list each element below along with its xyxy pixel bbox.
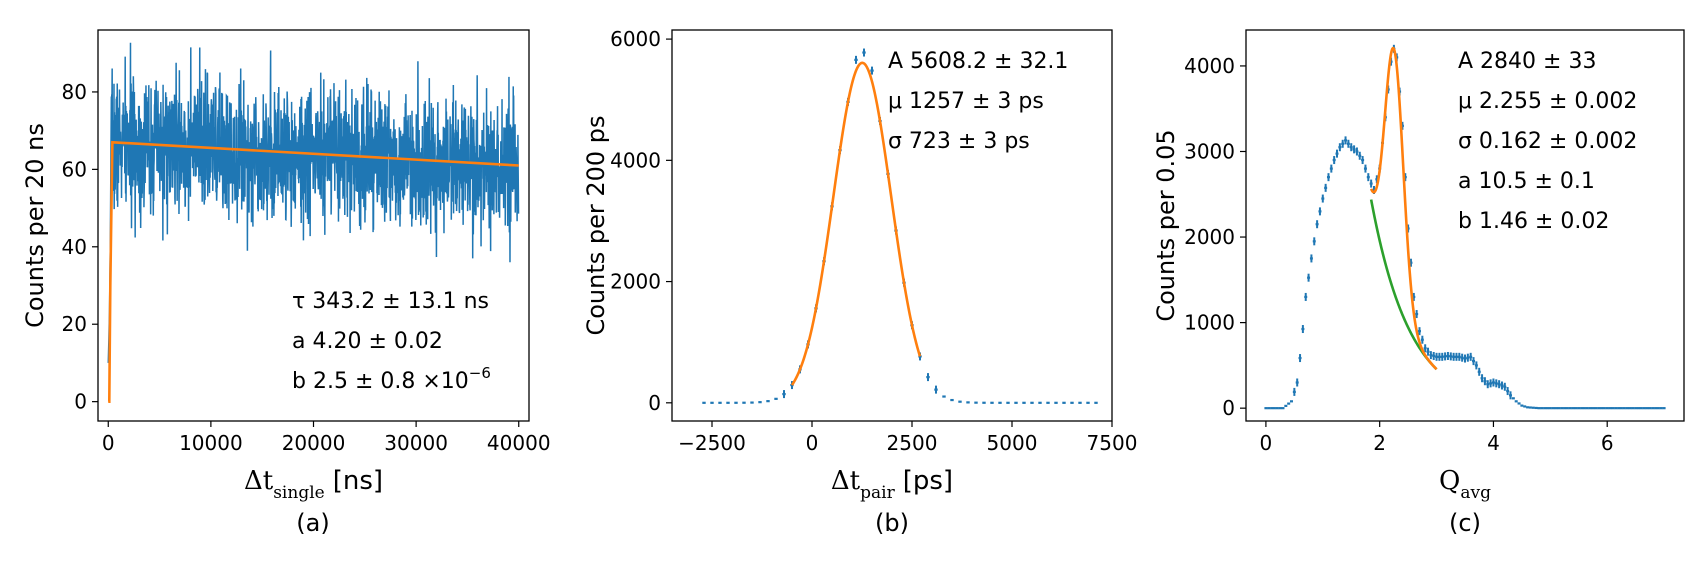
y-tick-label: 6000 xyxy=(610,27,661,51)
y-tick-label: 3000 xyxy=(1184,139,1235,163)
panel-c: 0 2 4 6 0 1000 2000 3000 4000 Counts per 0.05 Qavg… xyxy=(1152,29,1685,537)
y-axis-label: Counts per 20 ns xyxy=(21,123,49,328)
panel-b: −2500 0 2500 5000 7500 0 2000 4000 6000 Counts pe… xyxy=(582,27,1137,537)
x-axis-symbol: Δt xyxy=(244,466,274,496)
panel-caption: (c) xyxy=(1449,509,1481,537)
y-tick-label: 1000 xyxy=(1184,311,1235,335)
x-axis-unit: [ps] xyxy=(903,466,953,496)
x-axis-subscript: single xyxy=(273,483,325,503)
y-tick-label: 2000 xyxy=(610,270,661,294)
panel-caption: (a) xyxy=(296,509,329,537)
y-axis-label: Counts per 200 ps xyxy=(582,115,610,335)
fit-param-tau: τ 343.2 ± 13.1 ns xyxy=(292,289,489,314)
fit-param-a: a 4.20 ± 0.02 xyxy=(292,329,443,354)
background-fit-curve xyxy=(1369,199,1438,371)
x-axis-symbol: Q xyxy=(1439,466,1460,496)
plot-area xyxy=(702,48,1098,404)
x-axis-symbol: Δt xyxy=(831,466,861,496)
x-axis-subscript: avg xyxy=(1460,483,1491,503)
fit-param-b: b 2.5 ± 0.8 ×10−6 xyxy=(292,364,491,394)
fit-param-label: A 5608.2 ± 32.1 xyxy=(888,49,1068,74)
y-tick-label: 2000 xyxy=(1184,225,1235,249)
x-tick-label: 7500 xyxy=(1087,431,1138,455)
fit-param-b-exponent: −6 xyxy=(469,364,491,382)
total-fit-curve xyxy=(1369,46,1438,371)
x-tick-label: 0 xyxy=(1260,431,1273,455)
x-axis-label: Δtsingle [ns] xyxy=(244,466,383,503)
panel-a: 0 10000 20000 30000 40000 0 20 40 60 80 Counts per… xyxy=(21,29,551,537)
axes-frame xyxy=(1245,29,1685,422)
fit-param-label: μ 1257 ± 3 ps xyxy=(888,89,1044,114)
panel-caption: (b) xyxy=(875,509,909,537)
y-axis-label: Counts per 0.05 xyxy=(1152,129,1180,321)
x-axis-subscript: pair xyxy=(860,483,895,503)
fit-curve xyxy=(107,140,519,403)
x-tick-label: 5000 xyxy=(987,431,1038,455)
plot-area xyxy=(107,42,520,403)
x-tick-label: 30000 xyxy=(384,431,448,455)
x-axis-label: Qavg xyxy=(1439,466,1491,503)
x-axis-unit: [ns] xyxy=(333,466,383,496)
y-tick-label: 40 xyxy=(62,235,87,259)
y-tick-label: 0 xyxy=(74,390,87,414)
fit-param-label: A 2840 ± 33 xyxy=(1458,49,1596,74)
x-tick-label: 0 xyxy=(806,431,819,455)
x-tick-label: 2 xyxy=(1373,431,1386,455)
y-tick-label: 60 xyxy=(62,157,87,181)
fit-param-b-mantissa: b 2.5 ± 0.8 ×10 xyxy=(292,369,469,394)
x-tick-label: 2500 xyxy=(887,431,938,455)
y-tick-label: 0 xyxy=(648,391,661,415)
y-tick-label: 20 xyxy=(62,312,87,336)
data-series-line xyxy=(107,42,520,363)
y-tick-label: 4000 xyxy=(1184,54,1235,78)
y-tick-label: 4000 xyxy=(610,148,661,172)
axes-frame xyxy=(671,29,1113,422)
fit-curve xyxy=(790,61,922,386)
x-tick-label: −2500 xyxy=(678,431,746,455)
fit-param-label: σ 723 ± 3 ps xyxy=(888,129,1030,154)
x-tick-label: 4 xyxy=(1487,431,1500,455)
y-tick-label: 80 xyxy=(62,80,87,104)
y-tick-label: 0 xyxy=(1222,396,1235,420)
x-tick-label: 40000 xyxy=(487,431,551,455)
fit-param-label: a 10.5 ± 0.1 xyxy=(1458,169,1595,194)
plot-area xyxy=(1264,44,1666,410)
x-tick-label: 6 xyxy=(1601,431,1614,455)
fit-param-label: b 1.46 ± 0.02 xyxy=(1458,209,1609,234)
fit-param-label: μ 2.255 ± 0.002 xyxy=(1458,89,1637,114)
x-tick-label: 20000 xyxy=(282,431,346,455)
x-tick-label: 0 xyxy=(102,431,115,455)
x-axis-label: Δtpair [ps] xyxy=(831,466,953,503)
fit-param-label: σ 0.162 ± 0.002 xyxy=(1458,129,1637,154)
x-tick-label: 10000 xyxy=(179,431,243,455)
